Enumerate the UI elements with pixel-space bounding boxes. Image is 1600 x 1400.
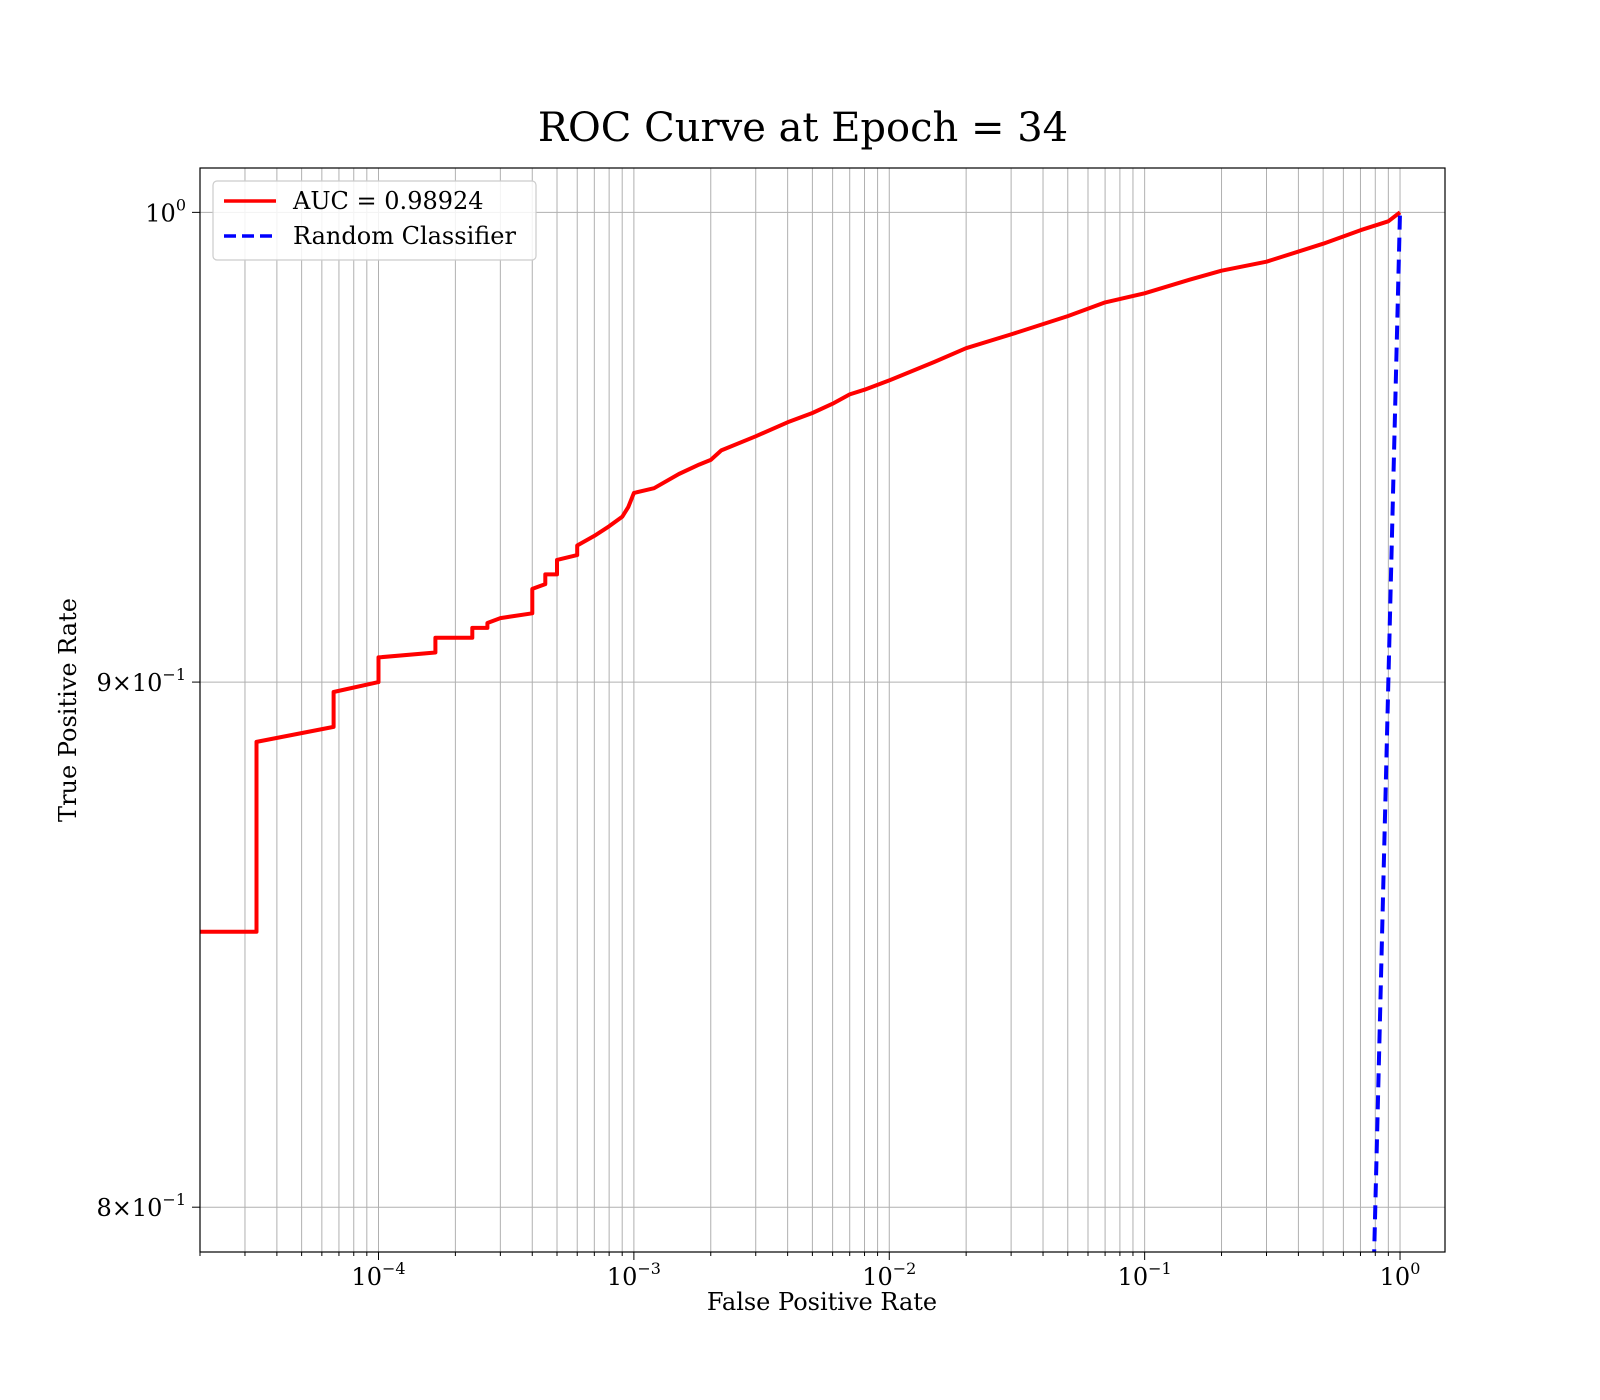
legend-box <box>212 180 537 261</box>
y-tick-label: 100 <box>145 195 186 227</box>
series-layer <box>200 210 1402 1252</box>
legend-label-auc: AUC = 0.98924 <box>292 187 484 215</box>
plot-frame <box>199 167 1446 1253</box>
x-tick-label: 100 <box>1380 1259 1421 1291</box>
tick-labels: 100 9×10−1 8×10−1 10−4 10−3 10−2 10−1 100 <box>96 195 1420 1291</box>
y-axis-label: True Positive Rate <box>54 598 82 822</box>
x-axis-label: False Positive Rate <box>707 1288 937 1316</box>
legend: AUC = 0.98924 Random Classifier <box>212 180 537 261</box>
legend-label-random-classifier: Random Classifier <box>293 222 516 250</box>
roc-curve-line <box>200 210 1402 934</box>
x-tick-label: 10−2 <box>862 1259 916 1291</box>
chart-title: ROC Curve at Epoch = 34 <box>538 105 1068 151</box>
y-tick-label: 9×10−1 <box>96 665 186 697</box>
y-tick-label: 8×10−1 <box>96 1190 186 1222</box>
x-tick-label: 10−3 <box>607 1259 661 1291</box>
tick-marks <box>192 211 1401 1260</box>
x-tick-label: 10−1 <box>1118 1259 1172 1291</box>
grid-lines <box>199 168 1445 1252</box>
x-tick-label: 10−4 <box>351 1259 405 1291</box>
